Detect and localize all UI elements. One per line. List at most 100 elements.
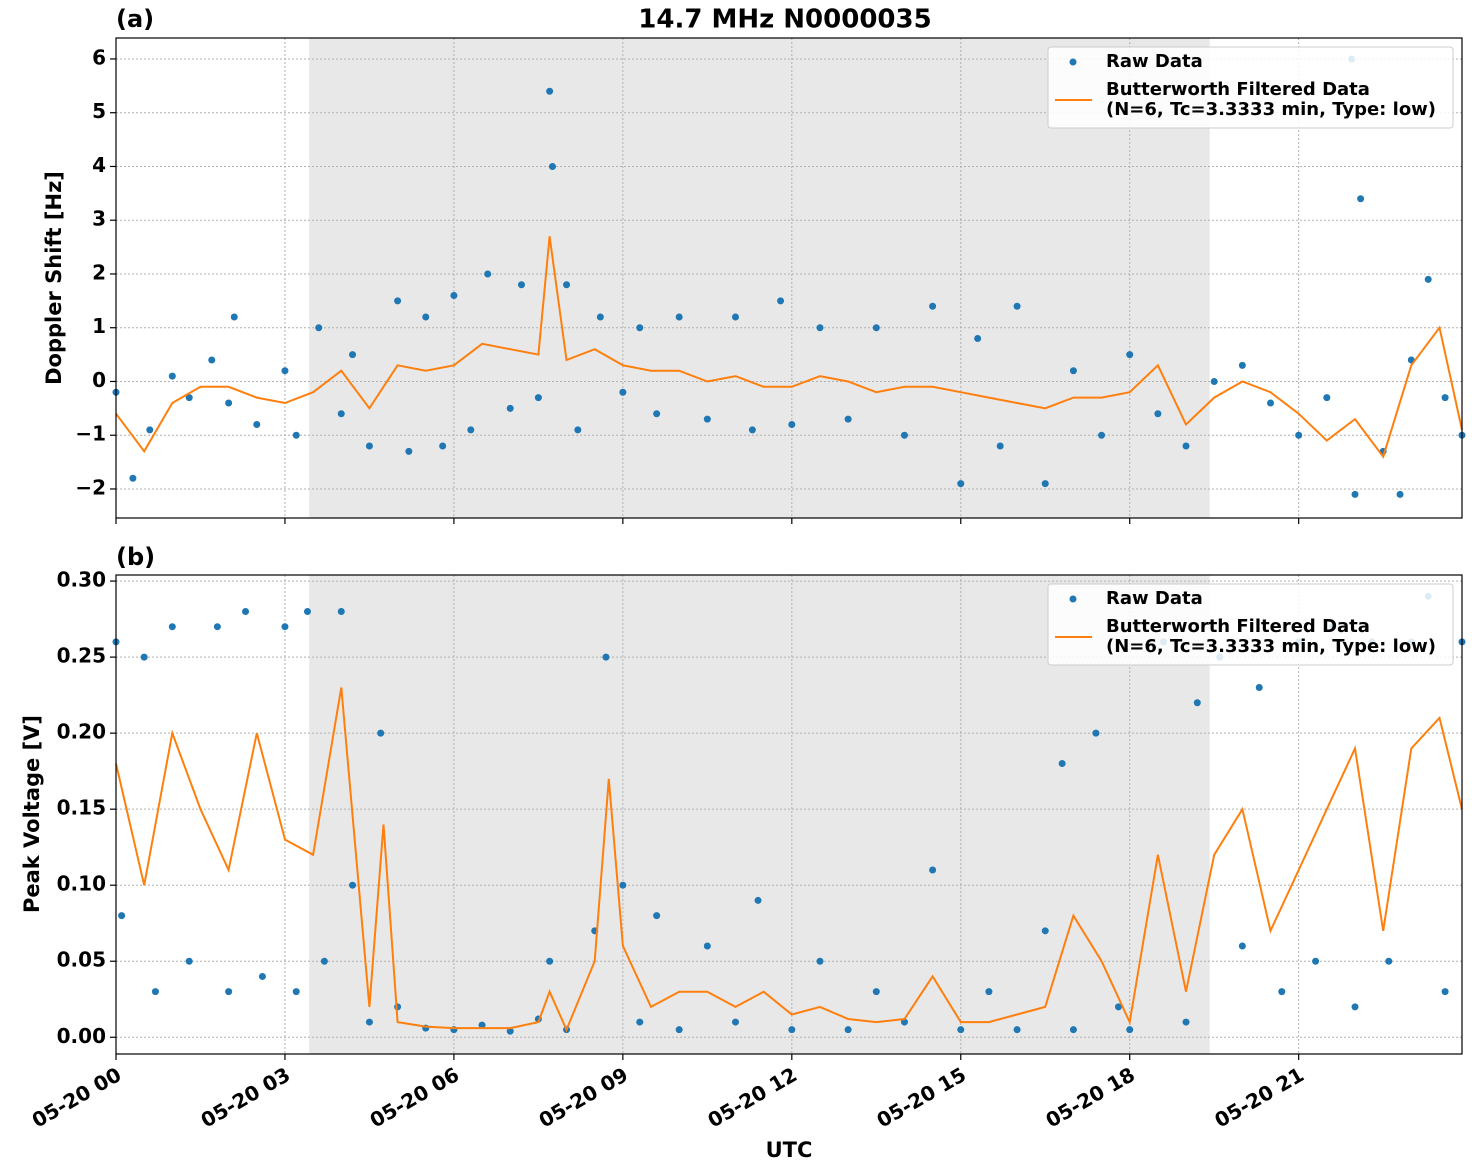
raw-point [1041, 927, 1049, 935]
raw-point [788, 420, 796, 428]
raw-point [506, 404, 514, 412]
x-tick-label: 05-20 18 [1041, 1062, 1139, 1132]
raw-point [619, 388, 627, 396]
raw-point [653, 912, 661, 920]
y-tick-label: 5 [92, 99, 106, 123]
raw-point [320, 957, 328, 965]
raw-point [816, 957, 824, 965]
raw-point [1092, 729, 1100, 737]
raw-point [1126, 1026, 1134, 1034]
raw-point [467, 426, 475, 434]
raw-point [929, 302, 937, 310]
axes-frame [115, 574, 1463, 1055]
filtered-line [115, 687, 1463, 1033]
raw-point [292, 988, 300, 996]
legend-box [1047, 46, 1454, 129]
raw-point [303, 607, 311, 615]
raw-point [1255, 684, 1263, 692]
panel-label: (b) [116, 543, 155, 571]
raw-point [1182, 1018, 1190, 1026]
raw-point [315, 324, 323, 332]
raw-point [1312, 957, 1320, 965]
raw-point [1278, 988, 1286, 996]
raw-point [900, 431, 908, 439]
y-tick-label: 0.05 [57, 948, 106, 972]
raw-point [337, 607, 345, 615]
raw-point [225, 988, 233, 996]
x-tick-label: 05-20 21 [1210, 1062, 1308, 1132]
x-axis-label: UTC [766, 1138, 813, 1162]
raw-point [1193, 699, 1201, 707]
x-tick-label: 05-20 00 [28, 1062, 126, 1132]
y-tick-label: 0.25 [57, 644, 106, 668]
raw-point [872, 324, 880, 332]
raw-point [602, 653, 610, 661]
raw-point [1069, 1026, 1077, 1034]
raw-point [1357, 195, 1365, 203]
raw-point [230, 313, 238, 321]
raw-point [574, 426, 582, 434]
raw-point [1323, 394, 1331, 402]
raw-point [636, 324, 644, 332]
y-tick-label: 0.10 [57, 872, 106, 896]
y-tick-label: 0.15 [57, 796, 106, 820]
raw-point [185, 957, 193, 965]
x-tick-label: 05-20 09 [535, 1062, 633, 1132]
raw-point [1351, 490, 1359, 498]
raw-point [394, 297, 402, 305]
raw-point [619, 881, 627, 889]
raw-point [208, 356, 216, 364]
y-tick-label: 1 [92, 314, 106, 338]
raw-point [506, 1027, 514, 1035]
raw-point [213, 623, 221, 631]
raw-point [129, 474, 137, 482]
raw-point [1041, 480, 1049, 488]
raw-point [957, 480, 965, 488]
raw-point [365, 442, 373, 450]
y-tick-label: −2 [75, 475, 106, 499]
raw-point [563, 281, 571, 289]
y-tick-label: 0.20 [57, 720, 106, 744]
raw-point [1013, 1026, 1021, 1034]
chart-title: 14.7 MHz N0000035 [638, 5, 931, 35]
y-tick-label: 6 [92, 45, 106, 69]
raw-point [281, 367, 289, 375]
y-tick-label: 0.30 [57, 568, 106, 592]
legend-box [1047, 583, 1454, 666]
raw-point [349, 351, 357, 359]
raw-point [844, 1026, 852, 1034]
y-axis-label: Doppler Shift [Hz] [42, 171, 66, 385]
raw-point [281, 623, 289, 631]
raw-point [140, 653, 148, 661]
raw-point [1013, 302, 1021, 310]
raw-point [675, 1026, 683, 1034]
raw-point [1385, 957, 1393, 965]
raw-point [118, 912, 126, 920]
raw-point [777, 297, 785, 305]
y-tick-label: 3 [92, 207, 106, 231]
x-tick-label: 05-20 03 [197, 1062, 295, 1132]
raw-point [1238, 361, 1246, 369]
raw-point [484, 270, 492, 278]
raw-point [996, 442, 1004, 450]
legend-label: Butterworth Filtered Data (N=6, Tc=3.3333… [1106, 616, 1436, 657]
raw-point [703, 415, 711, 423]
raw-point [151, 988, 159, 996]
raw-point [225, 399, 233, 407]
y-tick-label: 0 [92, 368, 106, 392]
legend-label: Raw Data [1106, 51, 1203, 72]
legend-marker [1069, 595, 1077, 603]
raw-point [168, 372, 176, 380]
raw-point [1238, 942, 1246, 950]
raw-point [377, 729, 385, 737]
legend-label: Raw Data [1106, 588, 1203, 609]
raw-point [258, 972, 266, 980]
raw-point [422, 313, 430, 321]
raw-point [450, 291, 458, 299]
raw-point [844, 415, 852, 423]
raw-point [1295, 431, 1303, 439]
raw-point [349, 881, 357, 889]
x-tick-label: 05-20 12 [704, 1062, 802, 1132]
raw-point [957, 1026, 965, 1034]
